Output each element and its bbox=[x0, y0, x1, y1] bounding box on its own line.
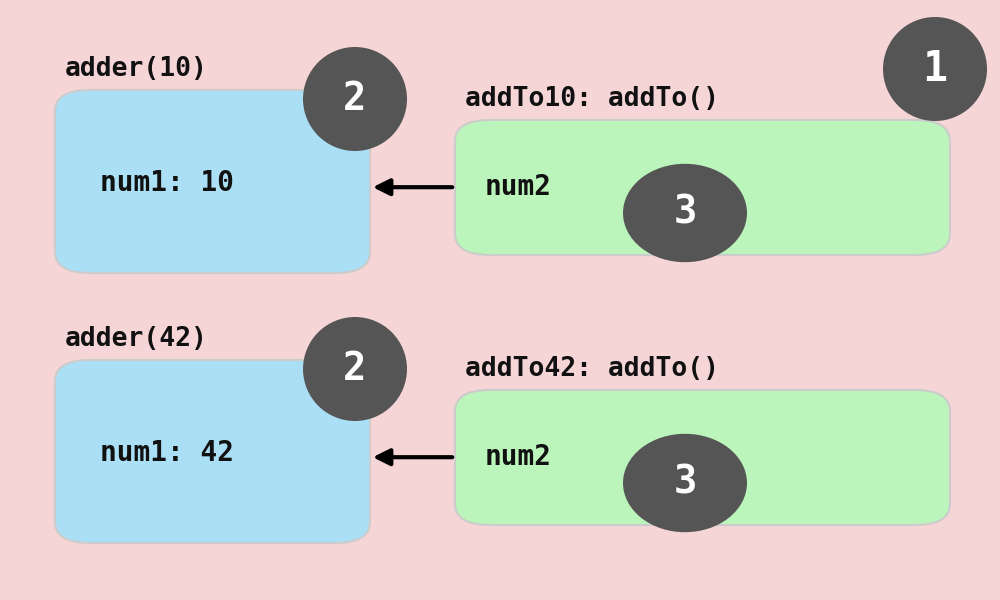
FancyBboxPatch shape bbox=[55, 360, 370, 543]
Text: 3: 3 bbox=[673, 464, 697, 502]
Text: 2: 2 bbox=[343, 80, 367, 118]
Text: num1: 42: num1: 42 bbox=[100, 439, 234, 467]
FancyBboxPatch shape bbox=[55, 90, 370, 273]
Text: 1: 1 bbox=[922, 48, 948, 90]
Ellipse shape bbox=[303, 317, 407, 421]
Text: 3: 3 bbox=[673, 194, 697, 232]
Text: addTo42: addTo(): addTo42: addTo() bbox=[465, 356, 719, 382]
Ellipse shape bbox=[623, 164, 747, 262]
Text: num2: num2 bbox=[485, 443, 552, 471]
Text: num2: num2 bbox=[485, 173, 552, 201]
FancyBboxPatch shape bbox=[455, 120, 950, 255]
Text: 2: 2 bbox=[343, 350, 367, 388]
Ellipse shape bbox=[623, 434, 747, 532]
Ellipse shape bbox=[303, 47, 407, 151]
Ellipse shape bbox=[883, 17, 987, 121]
Text: addTo10: addTo(): addTo10: addTo() bbox=[465, 86, 719, 112]
Text: num1: 10: num1: 10 bbox=[100, 169, 234, 197]
Text: adder(42): adder(42) bbox=[65, 326, 208, 352]
Text: adder(10): adder(10) bbox=[65, 56, 208, 82]
FancyBboxPatch shape bbox=[455, 390, 950, 525]
